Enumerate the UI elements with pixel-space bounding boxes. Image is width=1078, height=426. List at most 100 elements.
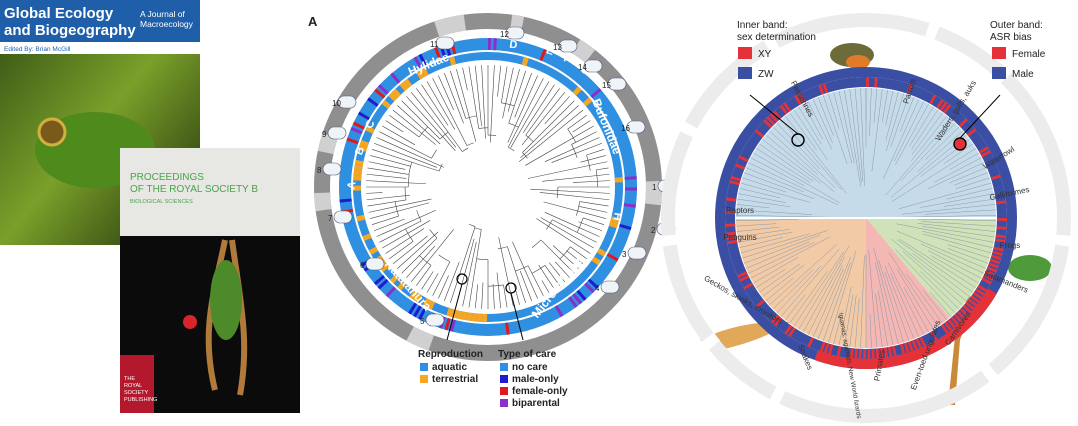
tree-arc: [429, 229, 438, 239]
tree-branch: [518, 109, 584, 162]
tree-branch: [406, 245, 436, 278]
inner-band-tick: [891, 345, 897, 357]
cover-title: PROCEEDINGS: [130, 172, 204, 183]
repro-tick: [427, 300, 436, 310]
tree-branch: [744, 172, 815, 199]
tree-branch: [530, 188, 610, 194]
tree-branch: [474, 284, 479, 309]
tree-branch: [911, 115, 947, 162]
legend-title: Reproduction: [418, 349, 483, 360]
inner-band-tick: [769, 113, 779, 123]
care-tick: [568, 296, 578, 308]
inner-band-tick: [953, 313, 963, 323]
care-tick: [373, 275, 385, 286]
care-tick: [346, 137, 359, 145]
tree-branch: [869, 313, 872, 348]
tree-branch: [370, 202, 430, 219]
figure-number: 13: [553, 43, 562, 52]
legend-swatch: [420, 363, 428, 371]
tree-branch: [922, 226, 995, 238]
tree-branch: [527, 265, 544, 296]
tree-branch: [888, 252, 939, 327]
inner-band-tick: [784, 324, 793, 335]
inner-band-tick: [944, 321, 953, 332]
inner-band-tick: [823, 343, 830, 354]
tree-branch: [901, 215, 996, 218]
tree-branch: [379, 220, 422, 243]
ring-gap: [701, 332, 721, 351]
care-tick: [413, 56, 423, 69]
figure-number: 12: [500, 30, 509, 39]
inner-band-tick: [990, 174, 1001, 181]
repro-tick: [399, 81, 409, 92]
tree-branch: [508, 70, 526, 124]
tree-branch: [744, 234, 820, 264]
tree-branch: [911, 109, 939, 150]
inner-band-tick: [992, 250, 1003, 256]
cover-gec-header: [0, 0, 200, 42]
tree-branch: [736, 204, 770, 209]
tree-branch: [498, 237, 514, 307]
tree-branch: [748, 162, 839, 206]
tree-arc: [407, 174, 410, 188]
inner-band-tick: [993, 246, 1004, 252]
tree-branch: [756, 269, 786, 288]
inner-band-tick: [822, 83, 829, 94]
tree-branch: [490, 65, 495, 143]
tree-branch: [540, 217, 594, 249]
inner-band-tick: [958, 118, 968, 128]
tree-branch: [555, 261, 570, 278]
tree-branch: [946, 188, 993, 200]
care-tick: [606, 252, 619, 262]
tree-branch: [370, 155, 411, 167]
legend-label: terrestrial: [432, 374, 478, 385]
repro-tick: [416, 70, 425, 80]
ring-gap: [406, 326, 435, 351]
animal-sketch: [435, 36, 455, 50]
tree-branch: [902, 250, 963, 306]
tree-arc: [522, 152, 528, 159]
tree-branch: [920, 193, 994, 208]
tree-branch: [759, 143, 814, 182]
tree-branch: [753, 152, 841, 204]
tree-branch: [925, 126, 960, 160]
tree-arc: [531, 239, 542, 248]
inner-band-tick: [755, 299, 766, 308]
inner-band-tick: [977, 284, 988, 293]
tree-branch: [579, 201, 609, 207]
legend-label: female-only: [512, 386, 568, 397]
tree-branch: [740, 182, 811, 203]
cover-subtitle: A Journal of: [140, 9, 186, 19]
tree-branch: [376, 137, 445, 168]
tree-branch: [897, 239, 973, 293]
inner-band-tick: [972, 291, 983, 300]
animal-sketch: [333, 210, 353, 224]
inner-band-tick: [965, 301, 975, 311]
tree-branch: [878, 259, 904, 343]
tree-branch: [462, 67, 468, 91]
tree-branch: [944, 198, 995, 207]
frog-eye: [37, 117, 67, 147]
tree-branch: [949, 167, 986, 184]
repro-tick: [446, 307, 454, 317]
tree-branch: [416, 88, 463, 152]
tree-branch: [397, 105, 441, 145]
inner-band-tick: [787, 327, 796, 338]
inner-band-tick: [798, 93, 806, 104]
giraffe-illustration: [948, 295, 975, 405]
inner-band-tick: [754, 129, 765, 138]
ring-gap: [434, 14, 467, 37]
repro-tick: [381, 99, 392, 109]
legend-swatch: [738, 47, 752, 59]
inner-band-tick: [899, 343, 906, 355]
tree-branch: [868, 250, 878, 348]
tree-branch: [572, 180, 610, 183]
tree-branch: [927, 162, 984, 190]
tree-branch: [912, 253, 970, 297]
tree-branch: [750, 157, 805, 187]
tree-branch: [401, 237, 438, 274]
tree-branch: [426, 273, 439, 293]
pointer: [510, 292, 524, 341]
tree-branch: [586, 149, 605, 156]
care-tick: [413, 305, 422, 318]
